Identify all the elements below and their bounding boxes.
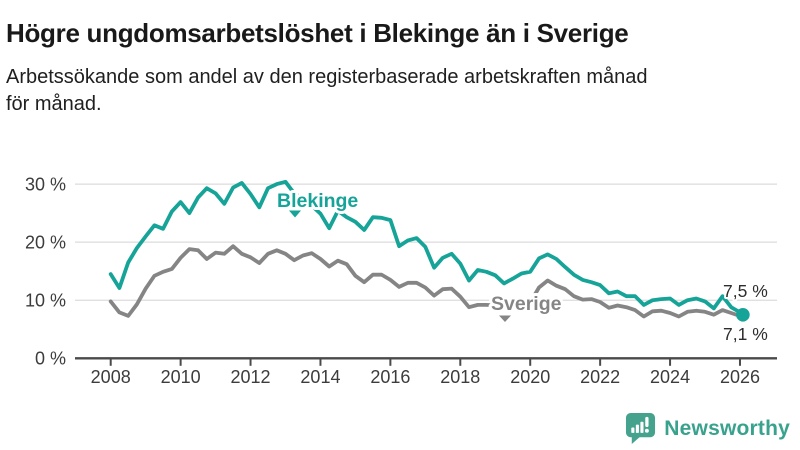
- x-axis-tick-label: 2024: [650, 367, 690, 387]
- series-label-arrow-sverige: [499, 315, 511, 322]
- chart-subtitle-line-2: för månad.: [6, 93, 102, 115]
- newsworthy-logo-text: Newsworthy: [664, 416, 790, 440]
- logo-exclamation-bar: [645, 416, 649, 428]
- series-label-blekinge: Blekinge: [277, 190, 358, 212]
- x-axis-tick-label: 2026: [720, 367, 760, 387]
- x-axis-tick-label: 2012: [231, 367, 271, 387]
- x-axis-tick-label: 2010: [161, 367, 201, 387]
- y-axis-tick-label: 20 %: [25, 232, 66, 252]
- latest-value-label-sverige: 7,1 %: [723, 324, 768, 344]
- x-axis-tick-label: 2008: [91, 367, 131, 387]
- newsworthy-logo-icon: [626, 413, 656, 444]
- y-axis-tick-label: 0 %: [35, 349, 66, 369]
- logo-bar-medium: [636, 424, 640, 433]
- chart-subtitle: Arbetssökande som andel av den registerb…: [6, 64, 786, 118]
- series-end-dot-blekinge: [736, 307, 750, 322]
- newsworthy-logo: Newsworthy: [625, 412, 790, 445]
- series-label-sverige: Sverige: [491, 293, 562, 315]
- series-label-arrow-blekinge: [289, 210, 301, 218]
- latest-value-label-blekinge: 7,5 %: [723, 281, 768, 301]
- x-axis-tick-label: 2020: [510, 367, 550, 387]
- y-axis-tick-label: 10 %: [25, 290, 66, 310]
- x-axis-tick-label: 2022: [580, 367, 620, 387]
- chart-title: Högre ungdomsarbetslöshet i Blekinge än …: [6, 18, 629, 49]
- x-axis-tick-label: 2016: [370, 367, 410, 387]
- x-axis-tick-label: 2014: [300, 367, 340, 387]
- logo-bar-tall: [640, 421, 644, 433]
- x-axis-tick-label: 2018: [440, 367, 480, 387]
- y-axis-tick-label: 30 %: [25, 174, 66, 194]
- chart-subtitle-line-1: Arbetssökande som andel av den registerb…: [6, 66, 648, 88]
- series-line-blekinge: [108, 179, 745, 317]
- series-line-sverige: [108, 244, 745, 320]
- logo-bar-short: [631, 427, 635, 433]
- logo-exclamation-dot: [645, 428, 650, 433]
